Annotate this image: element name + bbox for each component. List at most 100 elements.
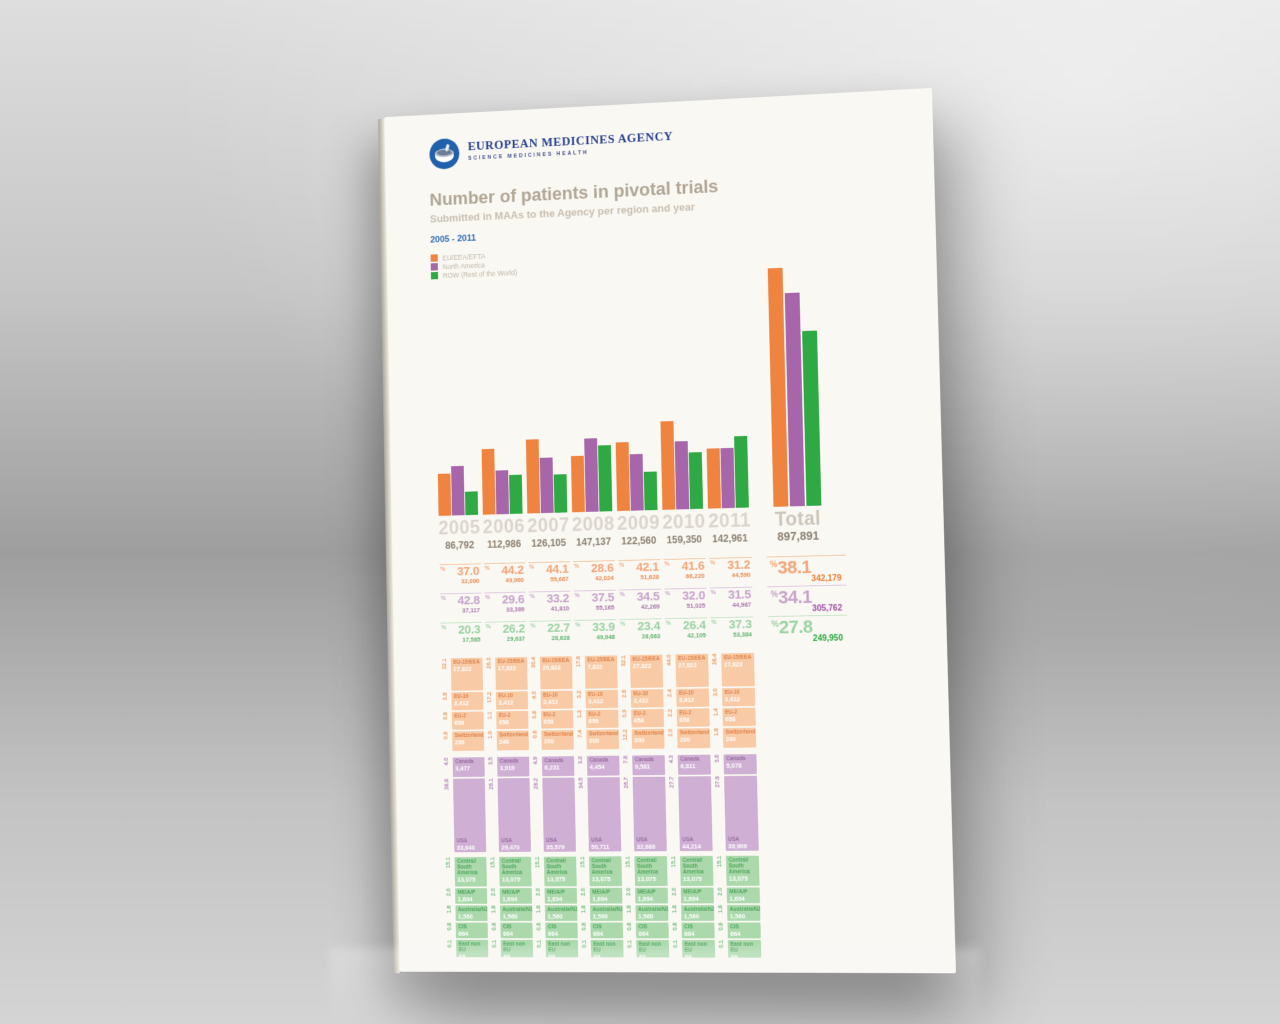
region-pct-label: 1.3 (577, 710, 583, 719)
pct-total-count: 305,762 (812, 603, 843, 614)
region-box-value: 3,412 (543, 698, 559, 706)
region-box-EU-2: EU-2 658 (451, 711, 484, 730)
year-total: 86,792 (445, 539, 475, 552)
region-pct-label: 1.8 (713, 728, 720, 737)
region-pct-label: 15.1 (671, 856, 677, 868)
bar-2008-North America (584, 438, 599, 512)
region-box-label: CIS (729, 924, 740, 931)
region-box-label: ME/A/P (637, 889, 656, 896)
region-pct-label: 3.5 (488, 757, 495, 766)
bar-2006-EU/EEA/EFTA (481, 448, 496, 515)
region-pct-label: 2.0 (446, 888, 453, 897)
bar-2010-ROW (Rest of the World) (688, 452, 704, 510)
pct-cell: % 20.3 17,585 (440, 621, 483, 652)
region-pct-label: 1.8 (536, 905, 542, 914)
region-box-Switzerland: Switzerland 200 (586, 729, 620, 750)
region-box-ME/A/P: ME/A/P 1,694 (455, 888, 488, 904)
region-box-Canada: Canada 6,231 (541, 756, 575, 777)
region-pct-label: 3.0 (712, 688, 719, 697)
pct-count: 28,663 (641, 632, 661, 641)
region-box-label: Central/ South America (682, 857, 704, 876)
pct-cell: % 26.2 29,637 (484, 621, 527, 651)
region-pct-label: 2.0 (490, 888, 497, 897)
region-box-Australia/NZ: Australia/NZ 1,560 (544, 905, 578, 921)
region-box-value: 1,694 (547, 895, 563, 903)
bar-2006-ROW (Rest of the World) (509, 474, 523, 514)
region-box-ME/A/P: ME/A/P 1,694 (726, 887, 761, 904)
pct-total-count: 249,950 (812, 633, 844, 644)
bar-2006-North America (495, 470, 510, 515)
region-pct-label: 15.1 (716, 855, 723, 868)
region-box-CIS: CIS 664 (545, 922, 578, 939)
region-box-value: 3,412 (724, 695, 741, 704)
region-box-value: 1,560 (592, 912, 608, 921)
region-box-label: ME/A/P (502, 889, 521, 896)
region-pct-label: 27.7 (669, 776, 676, 788)
year-label: 2008 (571, 512, 615, 536)
region-pct-label: 1.8 (718, 905, 724, 914)
region-pct-label: 0.8 (536, 922, 543, 931)
region-box-label: CIS (592, 924, 602, 931)
region-box-value: 13,075 (546, 875, 566, 884)
pct-total-line: %38.1 (770, 556, 812, 578)
region-box-value: 1,560 (638, 912, 654, 921)
region-box-label: CIS (684, 924, 694, 931)
percent-sign: % (710, 589, 716, 596)
region-box-EU-10: EU-10 3,412 (451, 691, 484, 711)
region-box-value: 1,560 (502, 912, 518, 921)
percent-sign: % (620, 621, 626, 628)
region-pct-label: 28.4 (712, 653, 719, 665)
region-pct-label: 34.5 (578, 777, 585, 789)
year-label: 2011 (708, 509, 752, 532)
region-pct-label: 15.1 (490, 856, 497, 869)
bar-2008-ROW (Rest of the World) (598, 445, 613, 512)
region-box-label: CIS (547, 924, 557, 931)
year-total: 897,891 (777, 528, 820, 544)
region-box-label: USA (727, 836, 740, 843)
region-box-EU-10: EU-10 3,412 (585, 689, 619, 709)
region-pct-label: 7.8 (623, 755, 630, 764)
ema-logo-icon (429, 137, 460, 170)
region-pct-label: 7.4 (577, 729, 584, 738)
region-box-label: CIS (638, 924, 648, 931)
region-box-value: 1,694 (729, 895, 745, 903)
region-box-label: Australia/NZ (683, 906, 715, 913)
region-box-value: 664 (730, 930, 741, 938)
region-box-USA: USA 29,470 (497, 777, 531, 853)
region-pct-label: 3.9 (442, 692, 449, 701)
pct-count: 33,389 (506, 605, 525, 614)
pct-total-value: 38.1 (777, 556, 812, 578)
region-pct-label: 0.8 (626, 922, 633, 931)
pct-cell: % 37.0 32,090 (439, 563, 482, 593)
region-box-value: 44,214 (682, 842, 702, 851)
region-box-value: 1,560 (547, 912, 563, 921)
region-pct-label: 1.8 (491, 905, 497, 914)
pct-count: 66,220 (685, 572, 705, 580)
region-pct-label: 26.1 (488, 778, 495, 790)
region-pct-label: 32.1 (442, 658, 448, 670)
region-pct-label: 0.8 (672, 922, 679, 931)
pct-total-value: 27.8 (778, 616, 813, 638)
region-box-Australia/NZ: Australia/NZ 1,560 (455, 905, 488, 921)
pct-count: 42,269 (641, 602, 660, 611)
region-box-EU-15/EEA: EU-15/EEA 27,822 (450, 657, 484, 691)
poster-reflection (330, 948, 980, 1024)
pct-count: 17,585 (462, 635, 481, 644)
region-box-label: Central/ South America (456, 858, 478, 877)
region-pct-label: 2.0 (580, 887, 587, 896)
region-pct-label: 28.2 (533, 777, 540, 790)
ema-wordmark: EUROPEAN MEDICINES AGENCY SCIENCE MEDICI… (468, 130, 674, 161)
region-pct-label: 4.0 (531, 691, 538, 700)
region-box-ME/A/P: ME/A/P 1,694 (544, 887, 578, 904)
percent-sign: % (485, 624, 491, 630)
region-box-Canada: Canada 3,919 (497, 756, 530, 777)
year-total: 112,986 (487, 538, 522, 551)
pct-total-count: 342,179 (811, 573, 842, 584)
region-pct-label: 1.1 (487, 711, 494, 720)
region-box-value: 27,822 (632, 662, 652, 670)
region-box-Australia/NZ: Australia/NZ 1,560 (727, 904, 761, 921)
region-pct-label: 2.0 (671, 887, 678, 896)
year-label: 2010 (661, 510, 706, 533)
pct-count: 41,810 (550, 604, 570, 613)
pct-cell: % 37.5 55,165 (573, 589, 617, 620)
